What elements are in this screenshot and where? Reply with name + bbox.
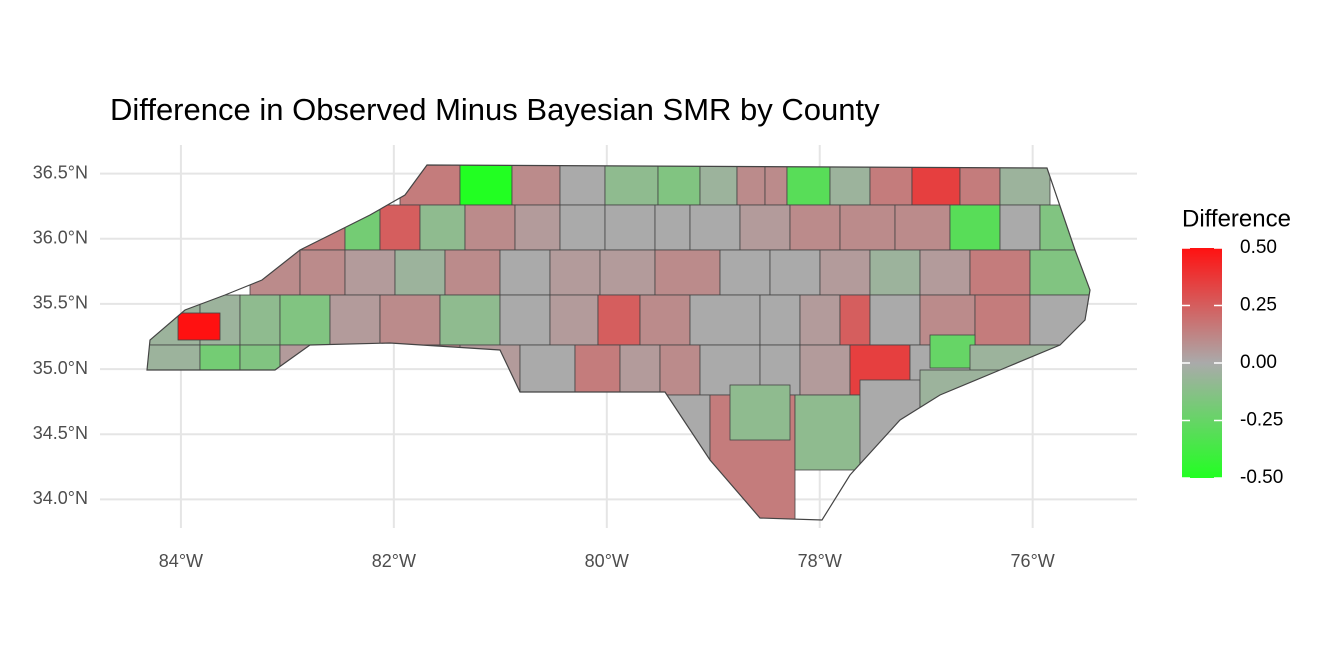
county	[919, 249, 971, 296]
county	[559, 204, 606, 251]
county	[459, 165, 513, 206]
county	[654, 249, 721, 296]
county	[819, 249, 871, 296]
county	[969, 249, 1031, 296]
county	[514, 204, 561, 251]
county	[769, 249, 821, 296]
county	[929, 334, 976, 369]
county	[1039, 204, 1090, 251]
county	[444, 249, 501, 296]
county	[869, 294, 921, 346]
county	[657, 165, 701, 206]
county	[574, 344, 621, 396]
x-tick-label: 82°W	[372, 551, 416, 571]
county	[839, 204, 896, 251]
county	[549, 294, 599, 346]
county	[719, 249, 771, 296]
county	[549, 249, 601, 296]
y-tick-label: 36.5°N	[33, 162, 88, 182]
county	[249, 249, 301, 296]
county	[794, 394, 861, 471]
county	[959, 165, 1001, 206]
county	[379, 294, 441, 346]
y-tick-label: 35.0°N	[33, 358, 88, 378]
county	[619, 344, 661, 396]
county	[859, 379, 921, 520]
legend-title: Difference	[1182, 205, 1291, 232]
legend-label: 0.25	[1240, 295, 1277, 316]
county	[654, 204, 691, 251]
county	[604, 165, 659, 206]
county	[399, 165, 461, 206]
county	[739, 204, 791, 251]
county	[799, 344, 851, 396]
county	[344, 249, 396, 296]
county	[639, 294, 691, 346]
county	[439, 294, 501, 346]
county	[974, 294, 1031, 346]
county	[1029, 294, 1090, 346]
county	[519, 344, 576, 396]
county	[239, 294, 281, 346]
county	[639, 394, 711, 520]
county	[499, 294, 551, 346]
county	[869, 249, 921, 296]
county	[394, 249, 446, 296]
county	[689, 294, 761, 346]
county	[949, 204, 1001, 251]
x-tick-label: 84°W	[159, 551, 203, 571]
y-tick-label: 36.0°N	[33, 228, 88, 248]
county	[659, 344, 701, 396]
y-tick-label: 35.5°N	[33, 293, 88, 313]
county	[511, 165, 561, 206]
chart-title: Difference in Observed Minus Bayesian SM…	[110, 92, 880, 127]
county	[559, 165, 606, 206]
county	[379, 204, 421, 251]
county	[599, 249, 656, 296]
county	[177, 312, 221, 341]
county	[689, 204, 741, 251]
x-tick-label: 80°W	[585, 551, 629, 571]
x-tick-label: 78°W	[798, 551, 842, 571]
county	[597, 294, 641, 346]
y-tick-label: 34.5°N	[33, 423, 88, 443]
county	[839, 294, 871, 346]
county	[911, 165, 961, 206]
county	[299, 204, 346, 251]
county	[604, 204, 656, 251]
legend-label: -0.25	[1240, 410, 1283, 431]
y-tick-label: 34.0°N	[33, 488, 88, 508]
county	[999, 204, 1041, 251]
legend-label: 0.00	[1240, 352, 1277, 373]
county	[729, 384, 791, 441]
county	[464, 204, 516, 251]
county	[279, 294, 331, 346]
county	[759, 294, 801, 346]
county	[999, 165, 1051, 206]
county	[299, 249, 346, 296]
county	[799, 294, 841, 346]
legend-label: 0.50	[1240, 237, 1277, 258]
county	[329, 294, 381, 346]
county	[499, 249, 551, 296]
county	[1029, 249, 1090, 296]
county	[699, 165, 738, 206]
county	[894, 204, 951, 251]
county	[419, 204, 466, 251]
county	[789, 204, 841, 251]
x-tick-label: 76°W	[1011, 551, 1055, 571]
county	[919, 369, 1001, 421]
state-outline	[146, 164, 1091, 521]
county	[786, 165, 831, 206]
legend-label: -0.50	[1240, 467, 1283, 488]
